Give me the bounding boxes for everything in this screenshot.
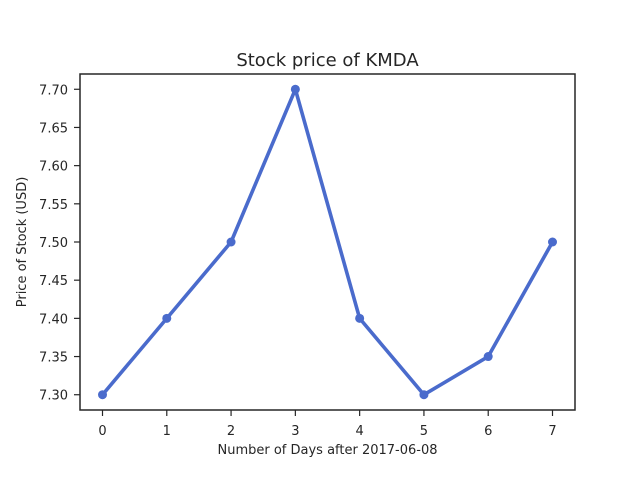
- x-tick-label: 7: [548, 424, 556, 439]
- x-tick-label: 0: [98, 424, 106, 439]
- x-axis-label: Number of Days after 2017-06-08: [217, 443, 437, 458]
- y-tick-label: 7.55: [39, 198, 68, 213]
- x-tick-label: 2: [227, 424, 235, 439]
- y-tick-label: 7.45: [39, 274, 68, 289]
- data-layer: [98, 84, 557, 400]
- y-tick-label: 7.35: [39, 351, 68, 366]
- data-point: [548, 237, 557, 247]
- y-axis-label: Price of Stock (USD): [15, 177, 30, 308]
- y-tick-label: 7.70: [39, 83, 68, 98]
- chart-title: Stock price of KMDA: [236, 50, 419, 71]
- y-tick-label: 7.60: [39, 160, 68, 175]
- ticks-layer: 0 1 2 3 4 5 6 7 7.30 7.35 7.40 7.45 7.50 7.55 7.60 7.65…: [39, 83, 557, 439]
- data-point: [226, 237, 236, 247]
- y-tick-label: 7.50: [39, 236, 68, 251]
- data-point: [483, 352, 493, 362]
- x-tick-label: 1: [163, 424, 171, 439]
- plot-frame: [79, 73, 576, 411]
- series-line: [100, 87, 555, 397]
- y-tick-label: 7.65: [39, 121, 68, 136]
- x-tick-label: 5: [420, 424, 428, 439]
- data-point: [355, 313, 365, 323]
- x-tick-label: 6: [484, 424, 492, 439]
- data-point: [290, 84, 300, 94]
- y-tick-label: 7.30: [39, 389, 68, 404]
- x-tick-label: 3: [291, 424, 299, 439]
- data-point: [98, 390, 107, 400]
- data-point: [162, 313, 172, 323]
- y-tick-label: 7.40: [39, 312, 68, 327]
- data-point: [419, 390, 429, 400]
- x-tick-label: 4: [356, 424, 364, 439]
